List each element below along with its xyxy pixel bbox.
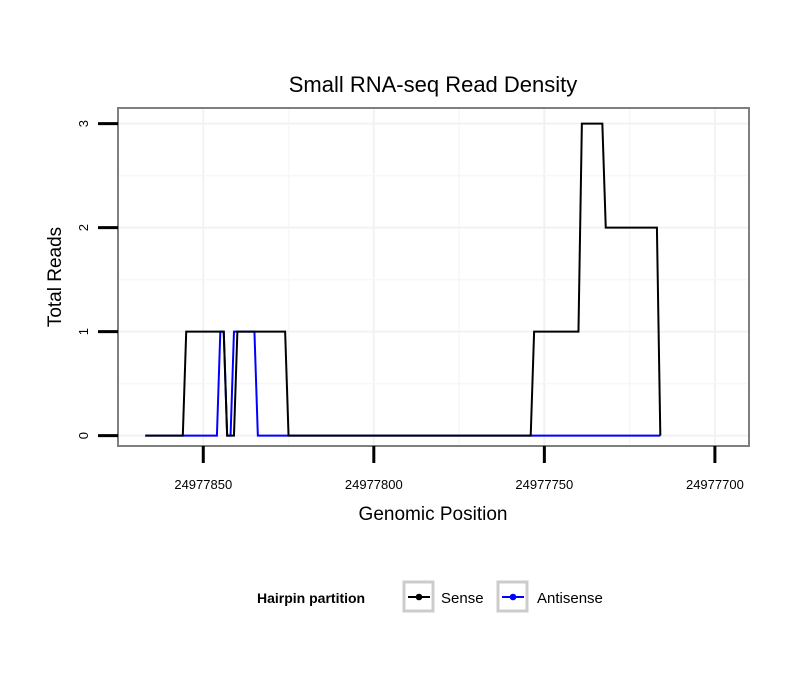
x-tick-label: 24977850: [174, 477, 232, 492]
y-tick-label: 3: [76, 120, 91, 127]
series-line-sense: [145, 122, 662, 437]
legend-label-sense: Sense: [441, 590, 484, 607]
legend-item-antisense: Antisense: [496, 580, 603, 613]
x-tick-label: 24977750: [515, 477, 573, 492]
grid-lines: [118, 108, 749, 446]
legend-key-point-antisense: [509, 593, 517, 601]
x-axis: 24977850 24977800 24977750 24977700: [174, 446, 744, 492]
y-tick-label: 0: [76, 432, 91, 439]
plot-panel: [118, 108, 749, 446]
plot-panel-border: [117, 107, 750, 447]
y-axis: 0 1 2 3: [76, 120, 118, 439]
series-lines: [145, 122, 662, 437]
x-axis-title: Genomic Position: [359, 504, 508, 525]
x-tick-label: 24977800: [345, 477, 403, 492]
x-tick-label: 24977700: [686, 477, 744, 492]
y-axis-title: Total Reads: [45, 227, 66, 327]
legend: Hairpin partition Sense Antisense: [257, 580, 603, 613]
legend-key-point-sense: [415, 593, 423, 601]
legend-item-sense: Sense: [402, 580, 484, 613]
legend-title: Hairpin partition: [257, 590, 365, 606]
legend-label-antisense: Antisense: [537, 590, 603, 607]
y-tick-label: 1: [76, 328, 91, 335]
y-tick-label: 2: [76, 224, 91, 231]
chart-title: Small RNA-seq Read Density: [289, 72, 578, 97]
